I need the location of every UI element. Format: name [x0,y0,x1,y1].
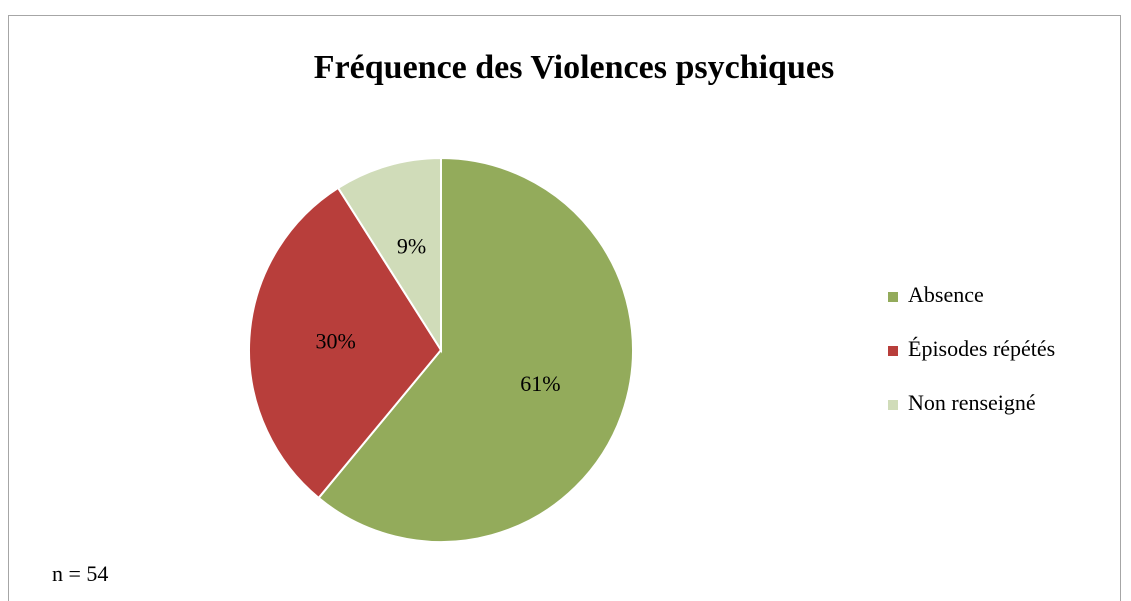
legend-swatch [888,292,898,302]
legend-label: Épisodes répétés [908,336,1055,361]
data-label: 61% [520,371,560,396]
pie-slice [317,156,634,543]
chart-frame [8,15,1121,601]
data-label: 9% [397,234,426,259]
legend-swatch [888,346,898,356]
legend-label: Absence [908,282,984,307]
data-label: 30% [315,328,355,353]
annotation: n = 54 [52,561,108,586]
legend-swatch [888,400,898,410]
legend-label: Non renseigné [908,390,1036,415]
chart-title: Fréquence des Violences psychiques [314,49,834,86]
pie-slice [248,186,443,500]
pie-slice [336,156,442,354]
